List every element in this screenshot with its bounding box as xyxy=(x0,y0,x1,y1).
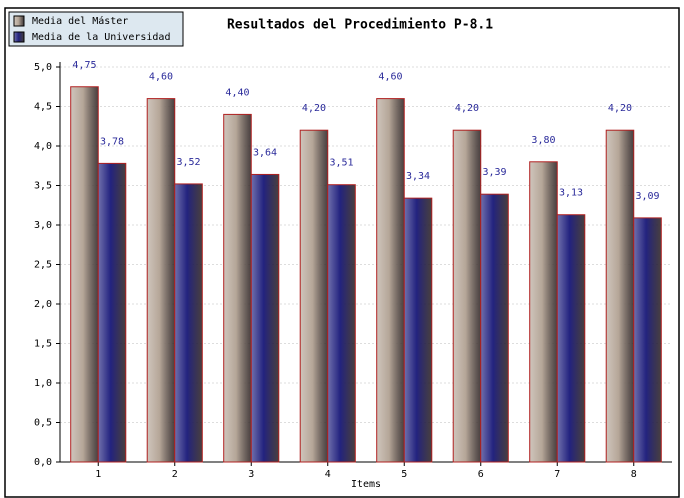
y-tick-label: 4,0 xyxy=(34,141,52,152)
bar xyxy=(480,193,509,463)
bar xyxy=(633,217,662,463)
value-label: 3,13 xyxy=(559,188,583,199)
y-tick-label: 2,0 xyxy=(34,299,52,310)
value-label: 3,09 xyxy=(635,191,659,202)
legend-label: Media de la Universidad xyxy=(32,32,170,43)
bar xyxy=(174,183,203,463)
bar xyxy=(299,129,329,463)
x-tick-label: 6 xyxy=(478,469,484,480)
bar xyxy=(452,129,482,463)
value-label: 4,60 xyxy=(378,72,402,83)
bar xyxy=(403,197,433,463)
value-label: 3,51 xyxy=(329,158,353,169)
bar xyxy=(327,184,356,463)
frame xyxy=(4,7,680,498)
value-label: 3,34 xyxy=(406,171,430,182)
bar xyxy=(70,86,99,463)
value-label: 3,78 xyxy=(100,136,124,147)
legend-swatch xyxy=(13,15,25,27)
value-label: 4,60 xyxy=(149,72,173,83)
x-tick-label: 4 xyxy=(325,469,331,480)
y-tick-label: 4,5 xyxy=(34,102,52,113)
value-label: 4,20 xyxy=(302,103,326,114)
y-tick-label: 1,5 xyxy=(34,339,52,350)
y-tick-label: 0,5 xyxy=(34,418,52,429)
y-tick-label: 1,0 xyxy=(34,378,52,389)
value-label: 4,75 xyxy=(72,60,96,71)
y-tick-label: 2,5 xyxy=(34,260,52,271)
value-label: 3,52 xyxy=(176,157,200,168)
value-label: 4,20 xyxy=(455,103,479,114)
bar xyxy=(376,98,405,463)
value-label: 3,64 xyxy=(253,147,277,158)
bar xyxy=(605,129,635,463)
bar xyxy=(556,214,586,463)
x-tick-label: 1 xyxy=(95,469,101,480)
bar xyxy=(146,98,176,463)
x-tick-label: 7 xyxy=(554,469,560,480)
y-tick-label: 3,0 xyxy=(34,220,52,231)
value-label: 3,39 xyxy=(482,167,506,178)
bar xyxy=(529,161,558,463)
y-tick-label: 0,0 xyxy=(34,457,52,468)
y-tick-label: 5,0 xyxy=(34,62,52,73)
y-tick-label: 3,5 xyxy=(34,181,52,192)
value-label: 4,20 xyxy=(608,103,632,114)
value-label: 3,80 xyxy=(531,135,555,146)
chart-title: Resultados del Procedimiento P-8.1 xyxy=(227,18,493,33)
x-tick-label: 3 xyxy=(248,469,254,480)
legend-label: Media del Máster xyxy=(32,15,128,27)
x-tick-label: 5 xyxy=(401,469,407,480)
value-label: 4,40 xyxy=(225,87,249,98)
bar xyxy=(97,162,127,463)
bar xyxy=(223,113,252,463)
x-tick-label: 2 xyxy=(172,469,178,480)
x-tick-label: 8 xyxy=(631,469,637,480)
bar xyxy=(250,173,280,463)
x-axis-label: Items xyxy=(351,479,381,490)
legend-swatch xyxy=(13,31,25,43)
legend-box xyxy=(8,11,184,47)
